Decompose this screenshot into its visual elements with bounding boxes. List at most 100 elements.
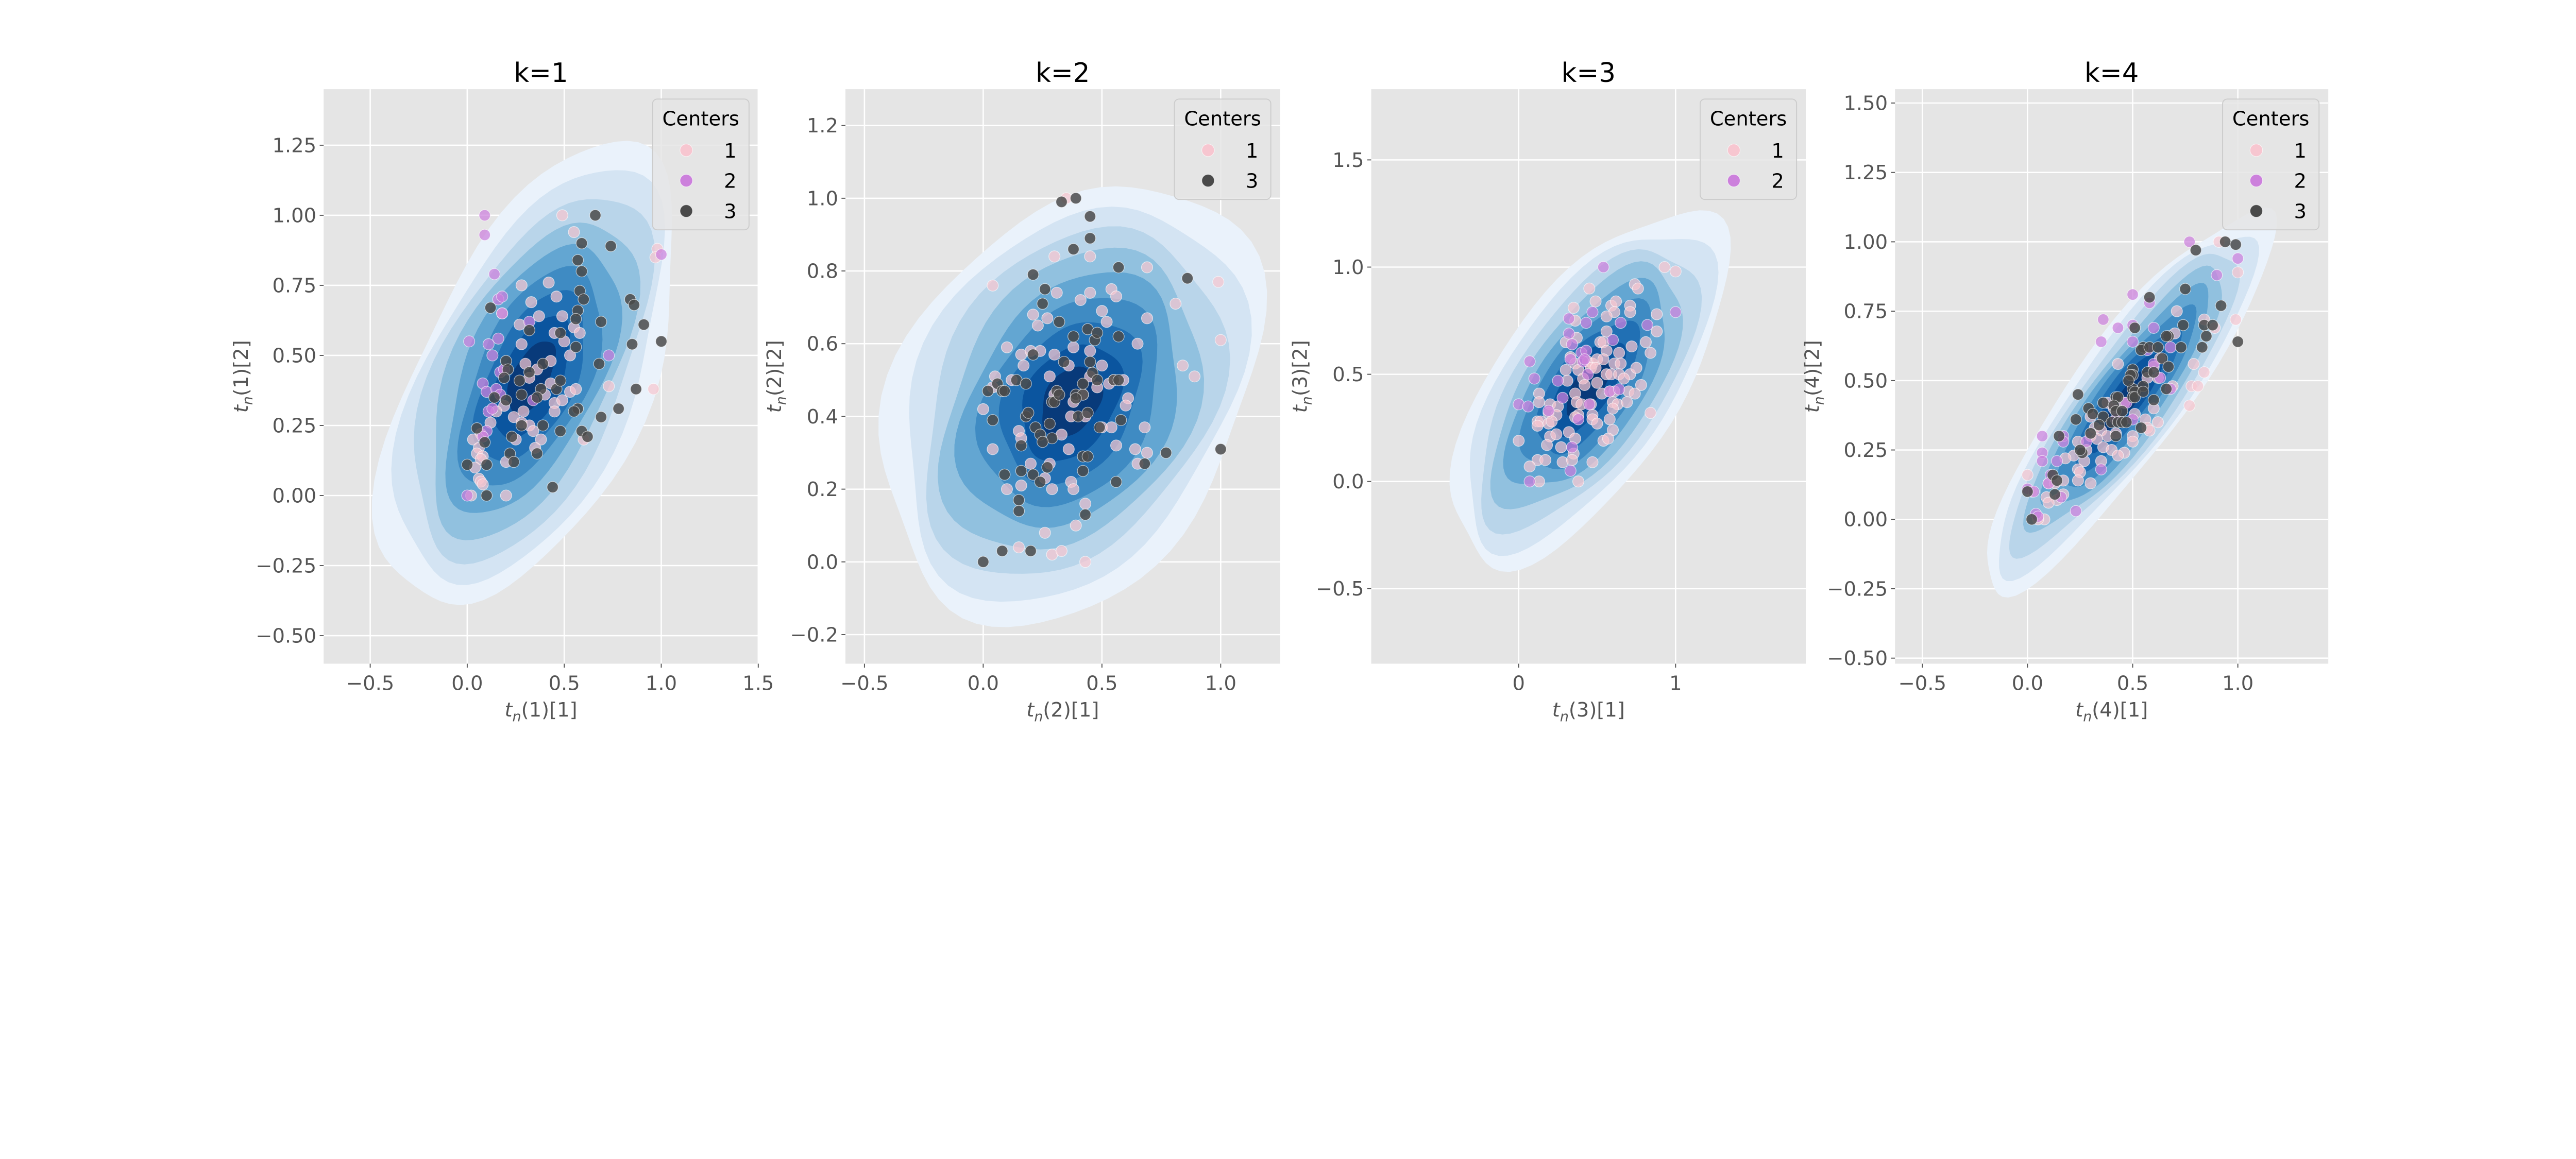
scatter-point: [570, 313, 582, 325]
scatter-point: [2021, 485, 2033, 498]
scatter-point: [486, 402, 499, 415]
scatter-point: [1139, 421, 1151, 434]
scatter-point: [1039, 526, 1051, 539]
scatter-point: [1597, 261, 1609, 274]
scatter-point: [570, 383, 582, 395]
scatter-point: [1139, 457, 1151, 470]
scatter-point: [2171, 305, 2183, 317]
legend-label: 2: [2294, 170, 2306, 193]
scatter-point: [1053, 388, 1065, 401]
scatter-point: [603, 349, 615, 362]
scatter-point: [1081, 450, 1094, 463]
scatter-point: [2087, 407, 2099, 420]
scatter-point: [1645, 347, 1657, 359]
y-tick-label: 0.75: [272, 274, 316, 297]
scatter-point: [2177, 319, 2190, 331]
scatter-point: [2232, 266, 2244, 279]
scatter-point: [535, 433, 547, 446]
y-tick-label: 0.2: [807, 478, 838, 501]
scatter-point: [479, 209, 491, 221]
scatter-point: [1550, 428, 1563, 440]
x-axis-label-base: t: [2075, 698, 2084, 722]
y-tick-label: 1.25: [1843, 161, 1888, 184]
scatter-point: [2021, 469, 2033, 481]
scatter-point: [496, 291, 509, 303]
y-axis-label: tn(4)[2]: [1801, 340, 1827, 413]
scatter-point: [1039, 283, 1051, 295]
scatter-point: [1129, 443, 1141, 455]
scatter-point: [1079, 508, 1092, 521]
y-axis-label-sub: n: [1299, 396, 1315, 405]
x-tick-label: −0.5: [346, 672, 394, 695]
scatter-point: [1081, 406, 1094, 419]
scatter-point: [1582, 368, 1594, 381]
scatter-point: [1181, 272, 1194, 284]
scatter-point: [1580, 317, 1592, 329]
scatter-point: [1589, 295, 1602, 308]
scatter-point: [1572, 475, 1585, 488]
scatter-point: [556, 310, 568, 322]
scatter-point: [1539, 454, 1552, 466]
scatter-point: [570, 341, 582, 353]
scatter-point: [482, 338, 495, 350]
scatter-point: [1096, 305, 1108, 317]
ticks: −0.5 0.0 0.5 1.0 −0.2 0.0 0.2 0.4 0.6 0.8 1.0 1.2: [790, 114, 1236, 695]
scatter-point: [2200, 330, 2212, 343]
scatter-point: [1624, 306, 1636, 318]
scatter-point: [2230, 313, 2242, 326]
scatter-point: [486, 349, 499, 362]
scatter-point: [1027, 268, 1039, 281]
x-tick-label: 1.0: [2222, 672, 2253, 695]
scatter-points: [977, 192, 1227, 568]
y-tick-label: 1.0: [1332, 256, 1364, 279]
scatter-point: [554, 374, 567, 387]
scatter-point: [1077, 378, 1089, 390]
scatter-point: [575, 237, 588, 249]
scatter-point: [987, 414, 999, 427]
scatter-point: [1084, 250, 1096, 263]
scatter-point: [1600, 310, 1613, 322]
scatter-point: [463, 335, 476, 348]
scatter-point: [593, 357, 605, 370]
scatter-point: [523, 324, 535, 336]
scatter-point: [1579, 353, 1591, 366]
scatter-point: [1041, 461, 1054, 473]
scatter-point: [498, 371, 510, 384]
scatter-point: [2070, 505, 2082, 517]
legend-frame: [1174, 98, 1272, 200]
y-axis-label-base: t: [1801, 404, 1824, 413]
legend-marker-1: [2249, 143, 2263, 157]
scatter-point: [2188, 357, 2200, 370]
scatter-point: [2097, 313, 2109, 326]
scatter-point: [1567, 302, 1580, 314]
scatter-point: [548, 405, 561, 418]
scatter-point: [1093, 421, 1106, 434]
scatter-point: [479, 229, 491, 241]
scatter-point: [517, 405, 530, 418]
scatter-point: [479, 436, 491, 449]
scatter-point: [1105, 421, 1117, 434]
scatter-point: [571, 254, 584, 266]
scatter-point: [547, 481, 559, 493]
y-tick-label: 1.00: [1843, 231, 1888, 254]
scatter-point: [1074, 294, 1087, 306]
y-axis-label-rest: (2)[2]: [763, 340, 786, 396]
scatter-point: [2112, 321, 2124, 334]
scatter-point: [1651, 308, 1663, 320]
scatter-point: [1563, 327, 1575, 340]
y-axis-label-base: t: [763, 404, 786, 413]
scatter-point: [2042, 497, 2055, 509]
scatter-point: [1639, 336, 1652, 348]
scatter-point: [2126, 288, 2139, 301]
scatter-point: [1043, 418, 1056, 430]
scatter-point: [550, 291, 563, 303]
scatter-point: [556, 394, 568, 406]
scatter-point: [507, 456, 520, 468]
scatter-point: [1632, 282, 1644, 295]
scatter-point: [977, 403, 989, 415]
scatter-point: [2147, 394, 2160, 406]
scatter-point: [1096, 360, 1108, 372]
scatter-point: [537, 419, 549, 432]
legend-label: 1: [1246, 140, 1258, 163]
scatter-point: [578, 293, 590, 305]
